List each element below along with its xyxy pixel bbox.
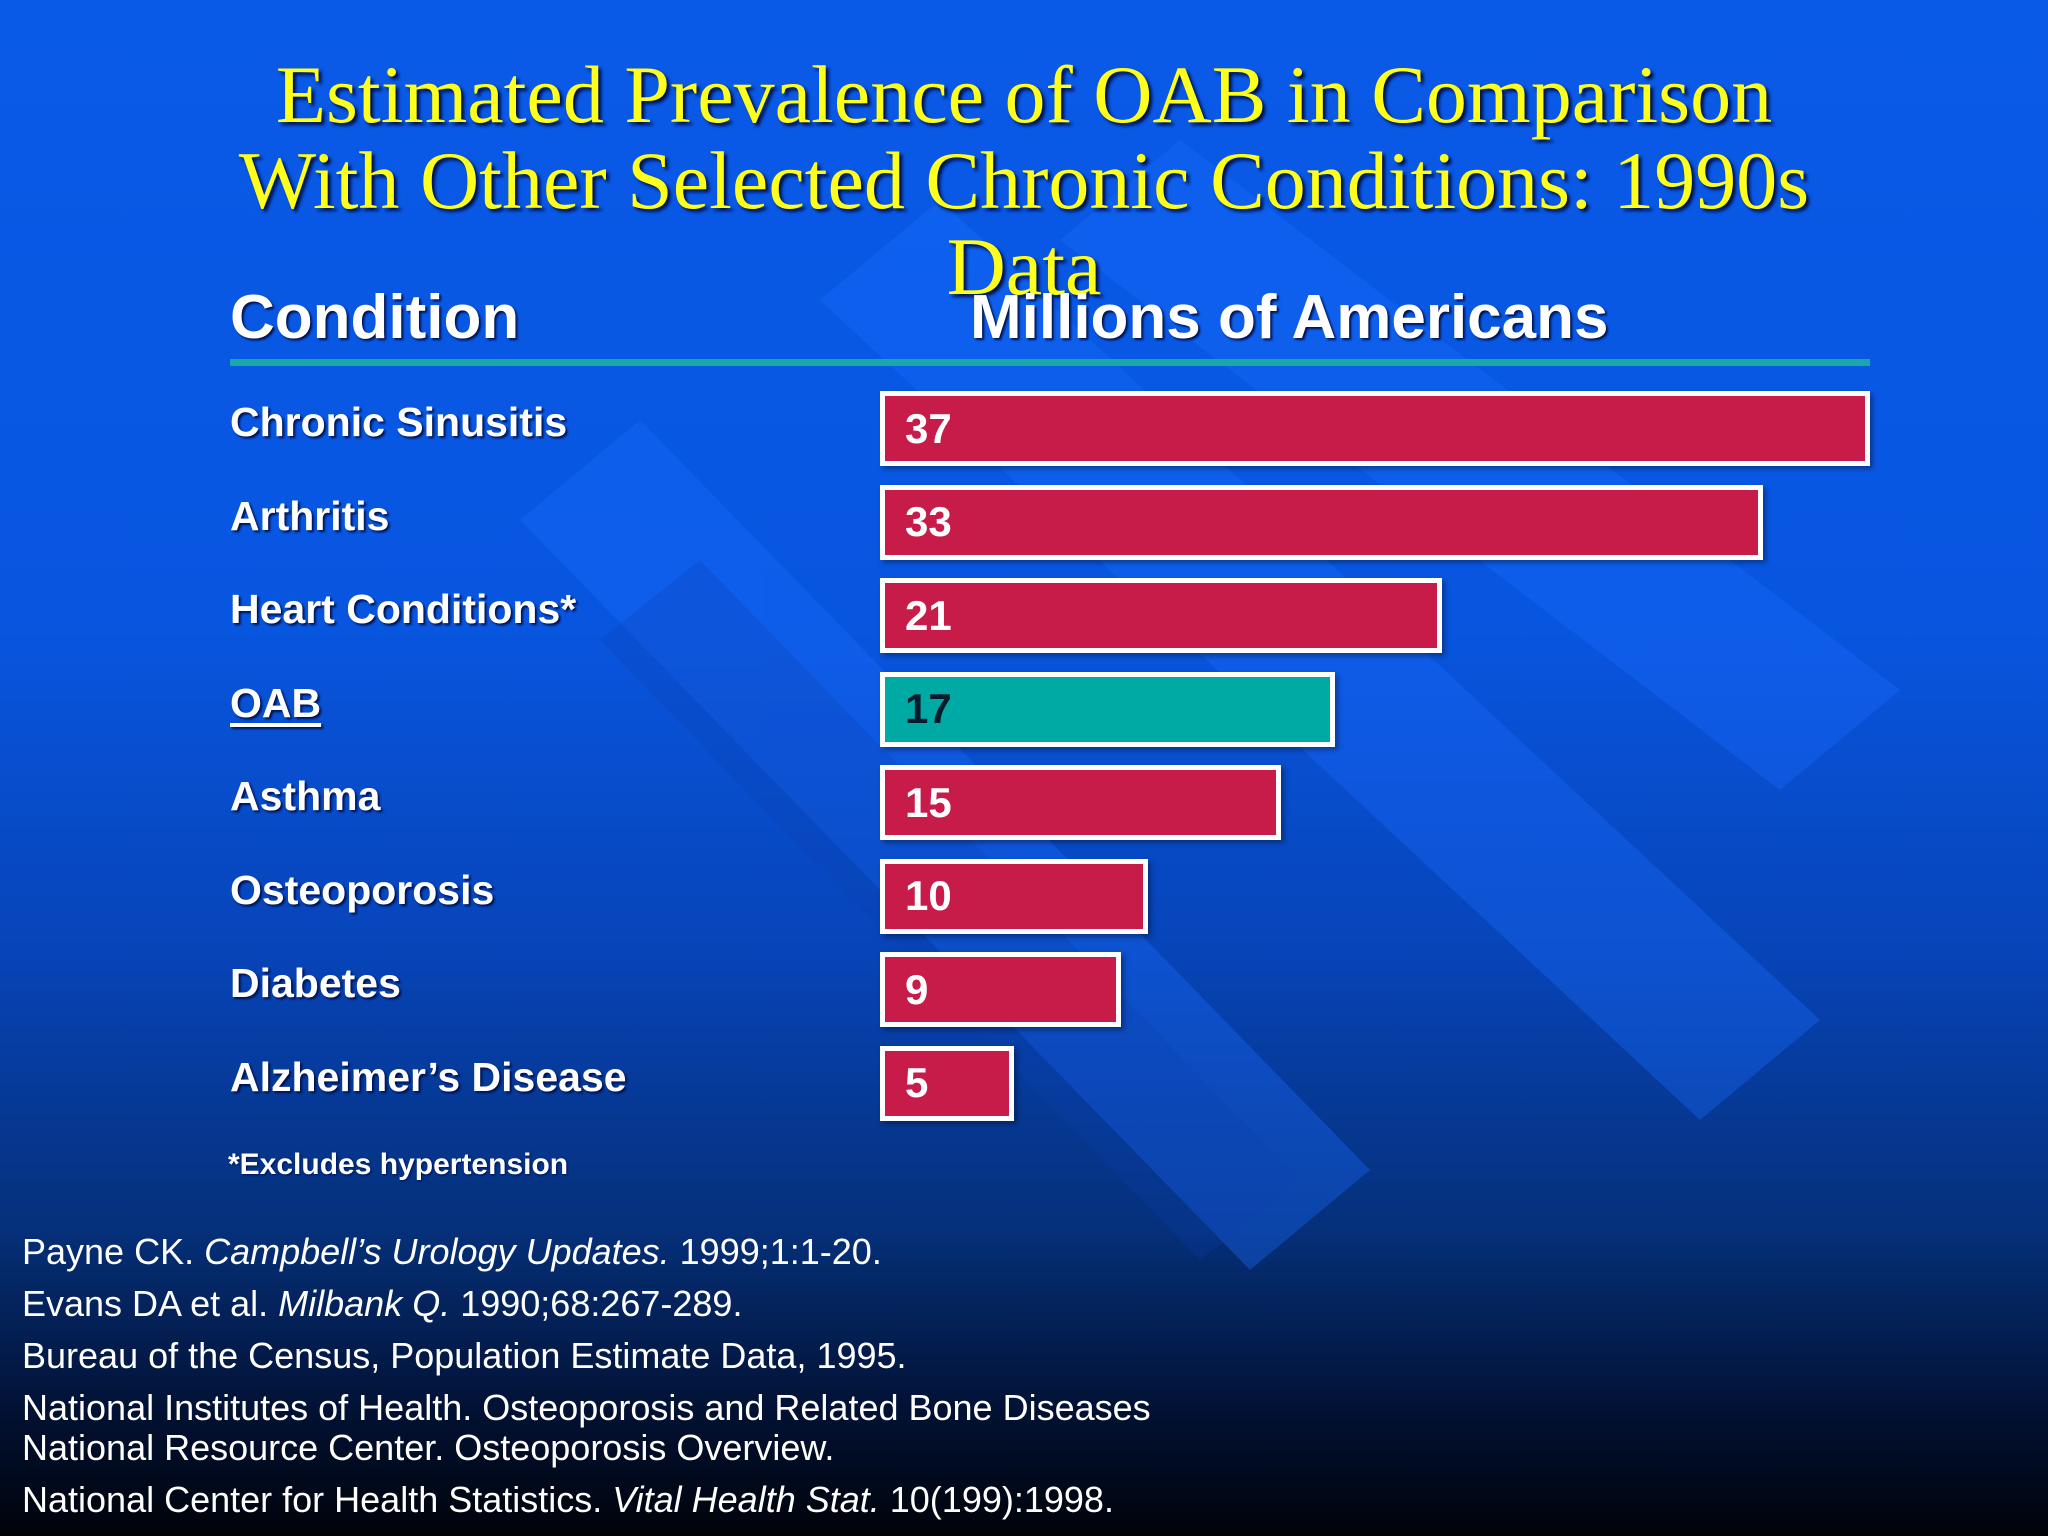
- bar-value-label: 10: [905, 872, 952, 919]
- reference-text: 1990;68:267-289.: [450, 1283, 743, 1324]
- reference-text: Payne CK.: [22, 1231, 205, 1272]
- condition-label: Osteoporosis: [230, 866, 495, 913]
- condition-column-header: Condition: [230, 283, 520, 352]
- bar-value-label: 9: [905, 965, 929, 1013]
- condition-label: Asthma: [230, 773, 381, 819]
- bar-value-label: 37: [905, 404, 952, 452]
- reference-text: Campbell’s Urology Updates.: [204, 1231, 670, 1272]
- condition-label: Heart Conditions*: [230, 586, 577, 632]
- title-line-2: With Other Selected Chronic Conditions: …: [238, 135, 1810, 226]
- condition-label: OAB: [230, 679, 322, 726]
- reference-text: National Resource Center. Osteoporosis O…: [22, 1427, 835, 1468]
- bar-value-label: 5: [905, 1059, 929, 1106]
- reference-text: Bureau of the Census, Population Estimat…: [22, 1335, 907, 1376]
- reference-text: Evans DA et al.: [22, 1283, 279, 1324]
- bar: 9: [880, 952, 1121, 1027]
- bar-value-label: 21: [905, 591, 952, 639]
- footnote: *Excludes hypertension: [228, 1148, 569, 1181]
- reference-item: National Institutes of Health. Osteoporo…: [22, 1388, 1422, 1468]
- slide-title: Estimated Prevalence of OAB in Compariso…: [0, 52, 2048, 310]
- bar-value-label: 33: [905, 498, 952, 545]
- references: Payne CK. Campbell’s Urology Updates. 19…: [22, 1232, 1422, 1520]
- bar: 5: [880, 1045, 1014, 1121]
- reference-item: Payne CK. Campbell’s Urology Updates. 19…: [22, 1232, 1422, 1272]
- bar: 37: [880, 391, 1870, 466]
- bar: 15: [880, 765, 1281, 840]
- condition-label: Arthritis: [230, 492, 390, 539]
- reference-item: Bureau of the Census, Population Estimat…: [22, 1336, 1422, 1376]
- reference-text: 10(199):1998.: [879, 1479, 1114, 1520]
- reference-text: National Center for Health Statistics.: [22, 1479, 613, 1520]
- condition-label: Chronic Sinusitis: [230, 399, 568, 445]
- bar: 33: [880, 484, 1763, 560]
- bar: 10: [880, 858, 1148, 934]
- reference-text: Vital Health Stat.: [612, 1479, 880, 1520]
- value-column-header: Millions of Americans: [970, 283, 1609, 352]
- condition-label: Diabetes: [230, 960, 401, 1006]
- bar-value-label: 17: [905, 685, 952, 732]
- reference-text: National Institutes of Health. Osteoporo…: [22, 1387, 1151, 1428]
- reference-text: 1999;1:1-20.: [669, 1231, 882, 1272]
- reference-item: National Center for Health Statistics. V…: [22, 1480, 1422, 1520]
- reference-item: Evans DA et al. Milbank Q. 1990;68:267-2…: [22, 1284, 1422, 1324]
- bar: 17: [880, 671, 1335, 747]
- bar: 21: [880, 578, 1442, 653]
- title-line-1: Estimated Prevalence of OAB in Compariso…: [275, 49, 1773, 140]
- bar-value-label: 15: [905, 778, 952, 826]
- header-rule: [230, 359, 1870, 366]
- reference-text: Milbank Q.: [278, 1283, 451, 1324]
- condition-label: Alzheimer’s Disease: [230, 1053, 627, 1100]
- title-line-3: Data: [946, 221, 1102, 312]
